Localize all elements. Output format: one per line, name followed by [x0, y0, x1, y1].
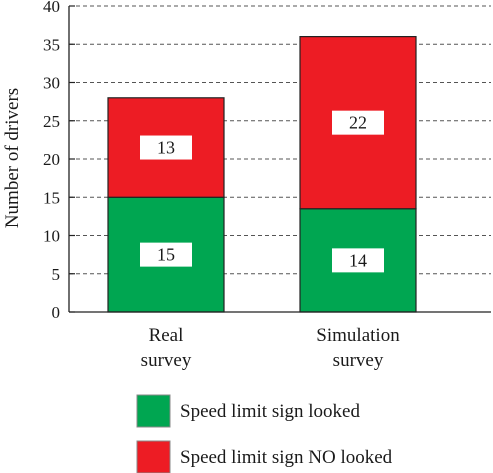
- x-category-label: survey: [333, 350, 384, 371]
- data-label: 22: [349, 113, 367, 133]
- y-tick-label: 15: [43, 188, 60, 207]
- legend-swatch: [136, 440, 171, 473]
- y-tick-label: 20: [43, 150, 60, 169]
- x-category-label: Real: [149, 325, 184, 346]
- legend: Speed limit sign looked Speed limit sign …: [136, 394, 393, 473]
- x-category-label: Simulation: [316, 325, 400, 346]
- y-tick-label: 25: [43, 112, 60, 131]
- y-tick-label: 10: [43, 227, 60, 246]
- data-label-box: [140, 135, 192, 160]
- data-labels: 15 13 14 22: [140, 110, 384, 273]
- data-label: 14: [349, 250, 367, 270]
- legend-label: Speed limit sign NO looked: [180, 447, 393, 468]
- legend-swatch: [136, 394, 171, 428]
- x-axis: Real survey Simulation survey: [69, 311, 491, 371]
- y-axis-title: Number of drivers: [2, 88, 23, 228]
- y-axis: 0 5 10 15 20 25 30 35 40: [43, 0, 75, 322]
- y-tick-label: 40: [43, 0, 60, 16]
- legend-label: Speed limit sign looked: [180, 401, 360, 422]
- x-category-label: survey: [141, 350, 192, 371]
- data-label: 15: [157, 245, 175, 265]
- y-tick-label: 5: [52, 265, 61, 284]
- data-label-box: [332, 248, 384, 273]
- data-label-box: [140, 242, 192, 267]
- y-tick-label: 0: [52, 303, 61, 322]
- data-label: 13: [157, 138, 175, 158]
- y-tick-label: 30: [43, 74, 60, 93]
- data-label-box: [332, 110, 384, 135]
- y-tick-label: 35: [43, 35, 60, 54]
